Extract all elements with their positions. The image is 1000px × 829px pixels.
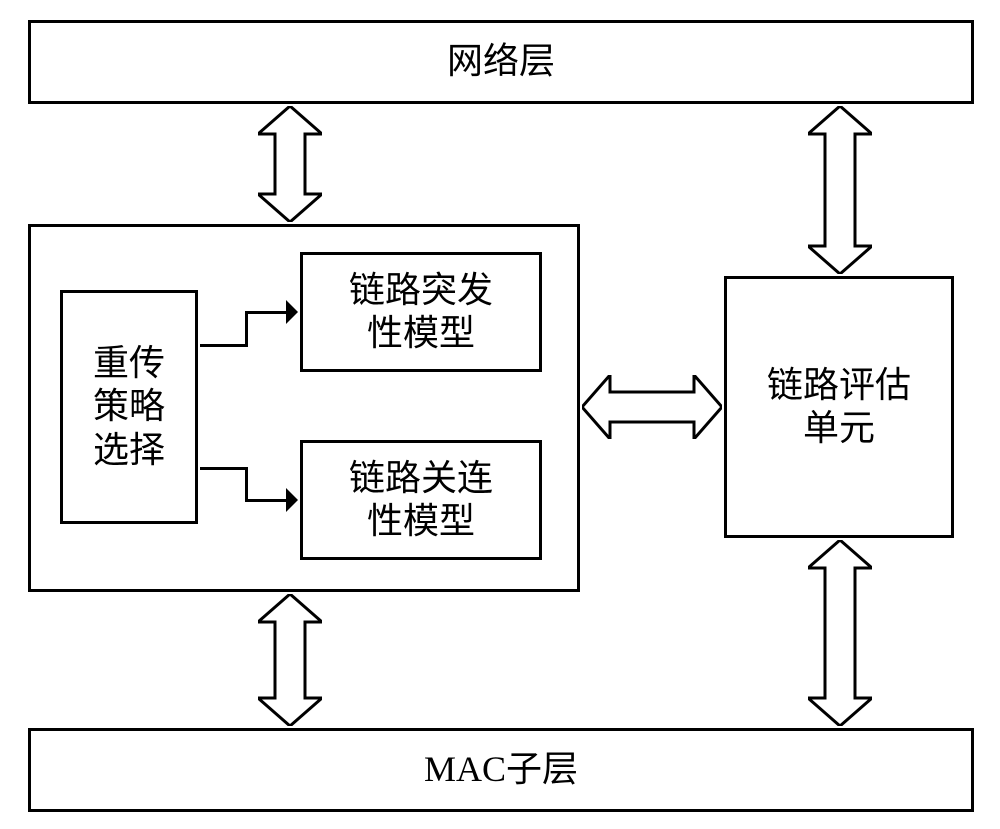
single-arrow [0, 0, 1000, 829]
diagram-canvas: 网络层 MAC子层 重传 策略 选择 链路突发 性模型 链路关连 性模型 链路评… [0, 0, 1000, 829]
